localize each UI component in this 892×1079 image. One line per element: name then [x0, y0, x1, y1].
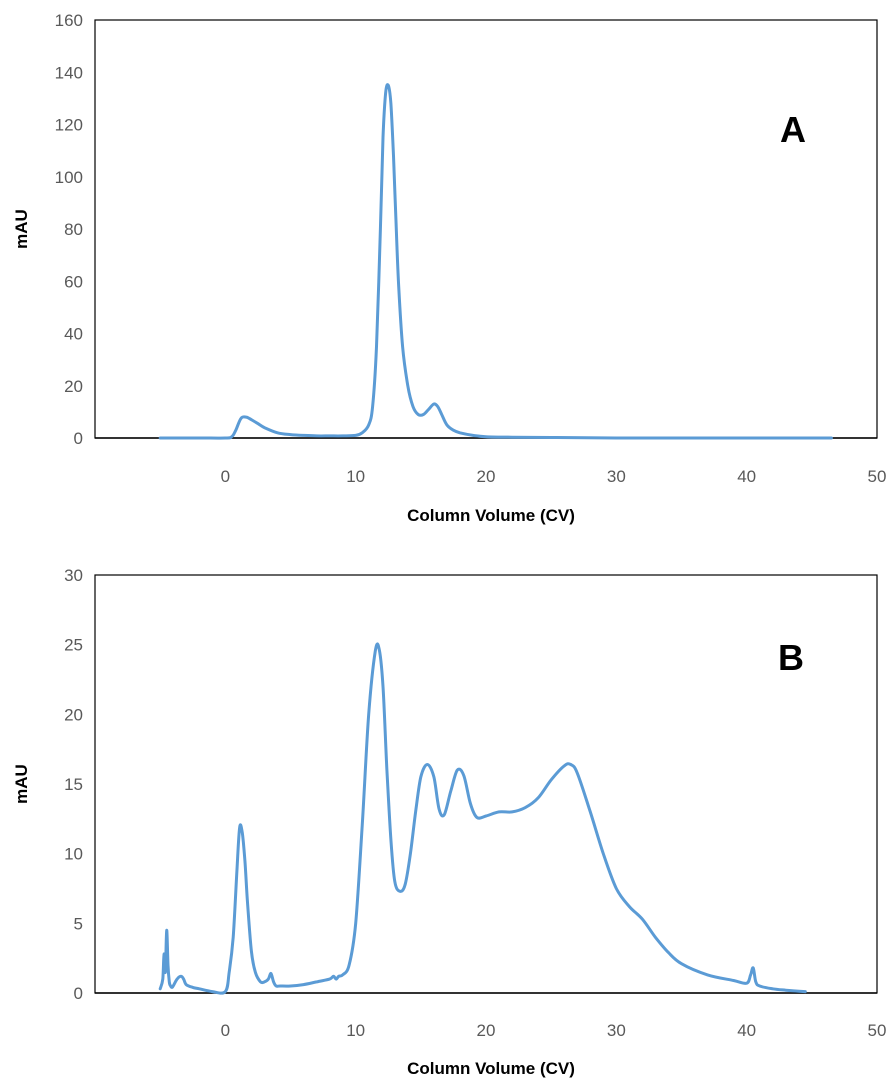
y-tick-label: 30 [64, 566, 83, 585]
panel-b-label: B [778, 637, 804, 678]
x-tick-label: 30 [607, 467, 626, 486]
panel-a-chart: 0 20 40 60 80 100 120 140 160 0 10 20 30 40 50 A Colu… [12, 11, 886, 525]
panel-b-y-axis-title: mAU [12, 764, 31, 804]
y-tick-label: 10 [64, 845, 83, 864]
x-tick-label: 20 [477, 1021, 496, 1040]
x-tick-label: 30 [607, 1021, 626, 1040]
y-tick-label: 20 [64, 377, 83, 396]
x-tick-label: 10 [346, 467, 365, 486]
panel-a-series-line [158, 83, 833, 440]
panel-a-y-tick-labels: 0 20 40 60 80 100 120 140 160 [55, 11, 83, 448]
x-tick-label: 0 [221, 467, 230, 486]
x-tick-label: 50 [868, 467, 887, 486]
y-tick-label: 80 [64, 220, 83, 239]
y-tick-label: 20 [64, 705, 83, 724]
panel-a-label: A [780, 109, 806, 150]
panel-b-plot-frame [94, 574, 878, 994]
y-tick-label: 120 [55, 116, 83, 135]
y-tick-label: 100 [55, 168, 83, 187]
y-tick-label: 160 [55, 11, 83, 30]
panel-b-x-tick-labels: 0 10 20 30 40 50 [221, 1021, 887, 1040]
y-tick-label: 5 [74, 914, 83, 933]
x-tick-label: 40 [737, 1021, 756, 1040]
panel-b-y-tick-labels: 0 5 10 15 20 25 30 [64, 566, 83, 1003]
y-tick-label: 0 [74, 984, 83, 1003]
panel-a-plot-frame [94, 19, 878, 439]
y-tick-label: 60 [64, 272, 83, 291]
y-tick-label: 40 [64, 325, 83, 344]
panel-b-series-line [158, 642, 807, 995]
x-tick-label: 20 [477, 467, 496, 486]
panel-b-chart: 0 5 10 15 20 25 30 0 10 20 30 40 50 B Column Volume… [12, 566, 886, 1078]
panel-a-y-axis-title: mAU [12, 209, 31, 249]
x-tick-label: 0 [221, 1021, 230, 1040]
panel-a-x-axis-title: Column Volume (CV) [407, 506, 575, 525]
panel-a-x-tick-labels: 0 10 20 30 40 50 [221, 467, 887, 486]
y-tick-label: 0 [74, 429, 83, 448]
y-tick-label: 140 [55, 63, 83, 82]
y-tick-label: 15 [64, 775, 83, 794]
x-tick-label: 50 [868, 1021, 887, 1040]
panel-b-x-axis-title: Column Volume (CV) [407, 1059, 575, 1078]
x-tick-label: 40 [737, 467, 756, 486]
x-tick-label: 10 [346, 1021, 365, 1040]
y-tick-label: 25 [64, 636, 83, 655]
